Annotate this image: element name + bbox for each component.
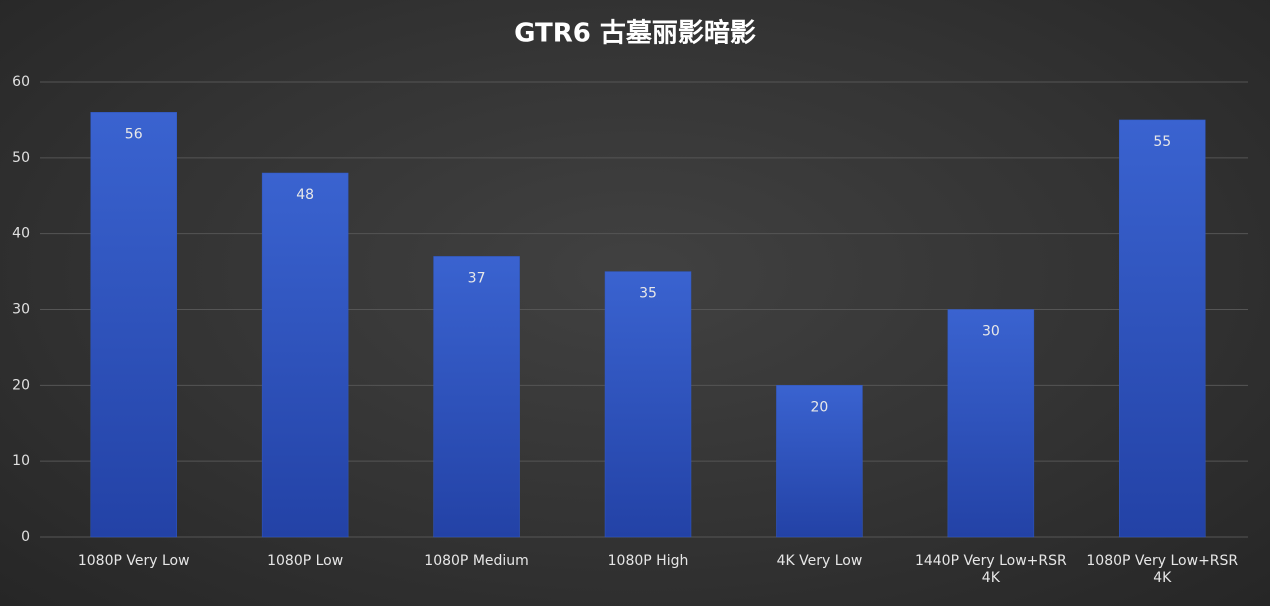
y-tick-label: 20 <box>12 377 30 393</box>
value-label: 56 <box>125 126 143 142</box>
y-tick-label: 40 <box>12 226 30 242</box>
bar <box>604 271 692 538</box>
y-tick-label: 60 <box>12 74 30 90</box>
x-tick-label: 1440P Very Low+RSR 4K <box>914 553 1067 586</box>
bar <box>261 172 349 538</box>
y-tick-label: 50 <box>12 150 30 166</box>
y-tick-label: 10 <box>12 453 30 469</box>
value-label: 55 <box>1153 134 1171 150</box>
value-label: 30 <box>982 324 1000 340</box>
x-tick-label: 1080P High <box>607 553 689 569</box>
value-label: 48 <box>296 187 314 203</box>
value-label: 20 <box>811 399 829 415</box>
x-tick-label: 1080P Medium <box>424 553 529 569</box>
x-tick-label: 4K Very Low <box>776 553 863 569</box>
value-label: 35 <box>639 286 657 302</box>
value-label: 37 <box>468 270 486 286</box>
x-tick-label: 1080P Very Low <box>77 553 190 569</box>
bar <box>947 309 1035 538</box>
x-tick-label: 1080P Low <box>267 553 344 569</box>
bar <box>433 256 520 538</box>
bar <box>1119 119 1206 538</box>
x-tick-label: 1080P Very Low+RSR 4K <box>1086 553 1239 586</box>
y-tick-label: 0 <box>21 529 30 545</box>
bar <box>90 112 177 538</box>
y-tick-label: 30 <box>12 302 30 318</box>
bar <box>776 385 863 538</box>
chart-title: GTR6 古墓丽影暗影 <box>514 19 756 49</box>
